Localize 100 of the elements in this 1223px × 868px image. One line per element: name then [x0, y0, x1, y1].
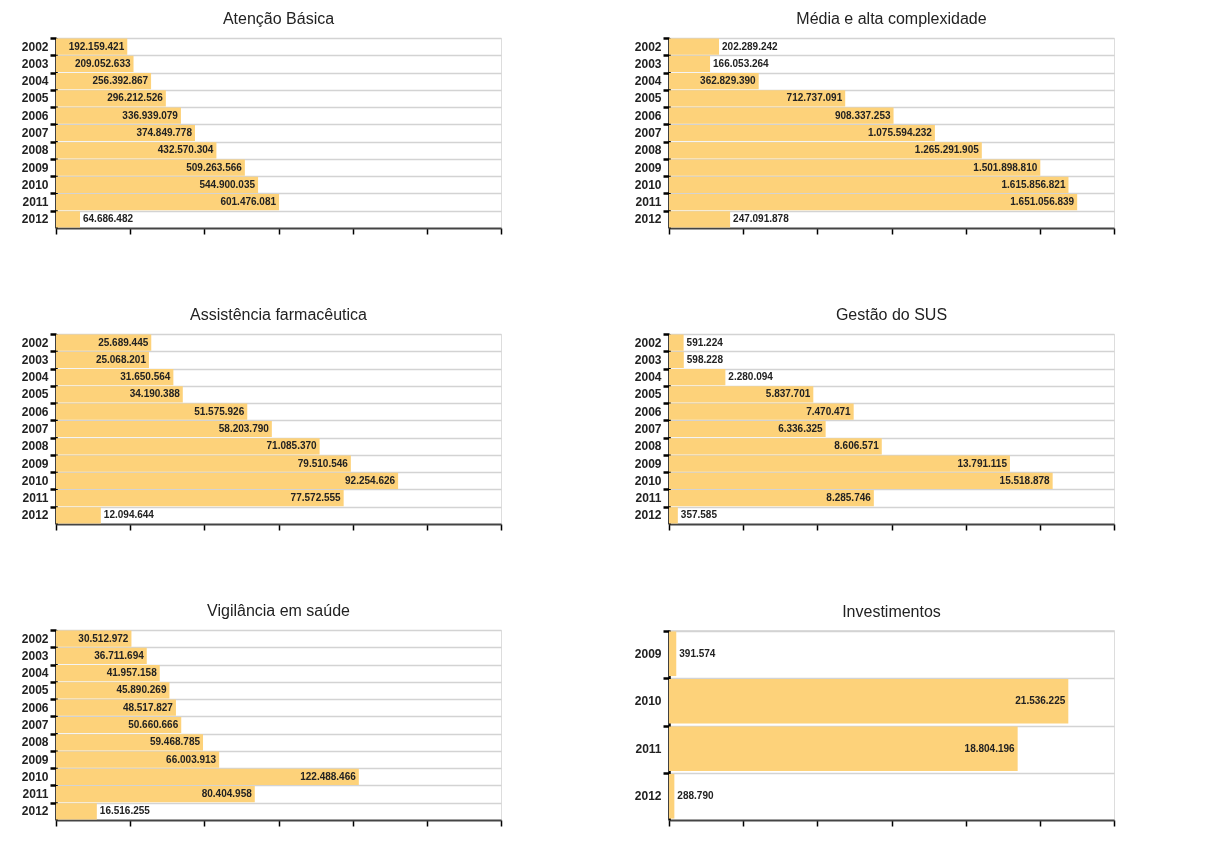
y-tick-label: 2005	[21, 387, 49, 402]
data-label: 13.791.115	[957, 457, 1008, 469]
y-tick-label: 2006	[634, 404, 662, 419]
y-tick-label: 2002	[21, 631, 49, 646]
chart-title: Investimentos	[842, 602, 941, 620]
y-tick-label: 2002	[21, 39, 49, 54]
chart-title: Média e alta complexidade	[796, 9, 987, 27]
y-tick-label: 2011	[635, 491, 662, 506]
y-tick-label: 2009	[634, 160, 662, 175]
y-tick-label: 2012	[634, 212, 662, 227]
y-tick-label: 2010	[21, 473, 49, 488]
y-tick-label: 2012	[21, 804, 49, 819]
y-tick-label: 2008	[634, 143, 662, 158]
chart-title: Vigilância em saúde	[207, 601, 351, 619]
data-label: 92.254.626	[345, 474, 396, 486]
bar	[669, 678, 1069, 724]
data-label: 357.585	[680, 509, 718, 521]
data-label: 7.470.471	[806, 405, 852, 417]
y-tick-label: 2012	[21, 212, 49, 227]
data-label: 50.660.666	[128, 719, 179, 730]
data-label: 432.570.304	[157, 144, 214, 156]
y-tick-label: 2008	[21, 143, 49, 158]
data-label: 71.085.370	[266, 440, 318, 452]
y-tick-label: 2005	[21, 683, 49, 698]
y-tick-label: 2012	[21, 508, 49, 523]
y-tick-label: 2009	[21, 456, 49, 471]
data-label: 36.711.694	[94, 649, 145, 661]
chart-title: Assistência farmacêutica	[190, 305, 368, 323]
data-label: 247.091.878	[733, 213, 790, 225]
data-label: 41.957.158	[106, 667, 158, 679]
data-label: 1.615.856.821	[1001, 178, 1066, 190]
data-label: 25.068.201	[95, 353, 147, 365]
data-label: 80.404.958	[201, 788, 253, 800]
y-tick-label: 2003	[634, 56, 662, 71]
y-tick-label: 2004	[634, 370, 662, 385]
y-tick-label: 2008	[21, 735, 49, 750]
chart-title: Gestão do SUS	[835, 305, 948, 323]
y-tick-label: 2003	[634, 352, 662, 367]
data-label: 509.263.566	[186, 161, 243, 173]
data-label: 122.488.466	[300, 770, 357, 782]
y-tick-label: 2004	[21, 666, 49, 681]
y-tick-label: 2009	[634, 456, 662, 471]
data-label: 202.289.242	[722, 40, 779, 52]
data-label: 21.536.225	[1015, 695, 1066, 707]
bar	[669, 773, 675, 819]
data-label: 1.265.291.905	[914, 144, 980, 156]
chart-title: Atenção Básica	[222, 9, 335, 27]
y-tick-label: 2003	[21, 56, 49, 71]
data-label: 1.501.898.810	[973, 161, 1038, 173]
y-tick-label: 2007	[21, 126, 49, 140]
y-tick-label: 2012	[634, 789, 662, 804]
data-label: 15.518.878	[999, 474, 1051, 486]
y-tick-label: 2004	[21, 74, 49, 89]
data-label: 591.224	[686, 336, 724, 348]
data-label: 18.804.196	[964, 742, 1016, 754]
y-tick-label: 2011	[635, 195, 662, 210]
data-label: 34.190.388	[129, 388, 181, 400]
data-label: 296.212.526	[107, 92, 164, 104]
y-tick-label: 2005	[634, 387, 662, 402]
y-tick-label: 2002	[634, 335, 662, 350]
data-label: 192.159.421	[68, 40, 125, 52]
data-label: 8.285.746	[826, 492, 872, 504]
bar	[669, 726, 1018, 772]
y-tick-label: 2007	[634, 126, 662, 140]
y-tick-label: 2011	[22, 787, 49, 802]
data-label: 66.003.913	[166, 753, 217, 765]
y-tick-label: 2012	[634, 508, 662, 523]
data-label: 908.337.253	[834, 109, 891, 121]
y-tick-label: 2006	[21, 700, 49, 715]
data-label: 31.650.564	[120, 371, 171, 383]
data-label: 544.900.035	[199, 178, 256, 190]
y-tick-label: 2007	[634, 422, 662, 436]
data-label: 391.574	[679, 647, 716, 659]
y-tick-label: 2007	[21, 718, 49, 732]
y-tick-label: 2003	[21, 648, 49, 663]
y-tick-label: 2006	[21, 108, 49, 123]
data-label: 336.939.079	[122, 109, 179, 121]
y-tick-label: 2005	[21, 91, 49, 106]
y-tick-label: 2010	[634, 694, 662, 709]
y-tick-label: 2006	[21, 404, 49, 419]
y-tick-label: 2010	[21, 177, 49, 192]
data-label: 51.575.926	[194, 405, 245, 417]
data-label: 598.228	[686, 353, 724, 365]
data-label: 12.094.644	[103, 509, 155, 521]
data-label: 712.737.091	[786, 92, 843, 104]
data-label: 30.512.972	[78, 632, 129, 644]
y-tick-label: 2004	[634, 74, 662, 89]
y-tick-label: 2007	[21, 422, 49, 436]
data-label: 5.837.701	[765, 388, 811, 400]
data-label: 374.849.778	[136, 127, 193, 138]
data-label: 1.075.594.232	[867, 127, 933, 138]
data-label: 79.510.546	[297, 457, 349, 469]
y-tick-label: 2008	[634, 439, 662, 454]
y-tick-label: 2005	[634, 91, 662, 106]
data-label: 58.203.790	[218, 423, 270, 434]
y-tick-label: 2009	[21, 160, 49, 175]
data-label: 8.606.571	[834, 440, 880, 452]
data-label: 362.829.390	[700, 75, 757, 87]
bar	[669, 631, 677, 677]
data-label: 166.053.264	[713, 57, 770, 69]
